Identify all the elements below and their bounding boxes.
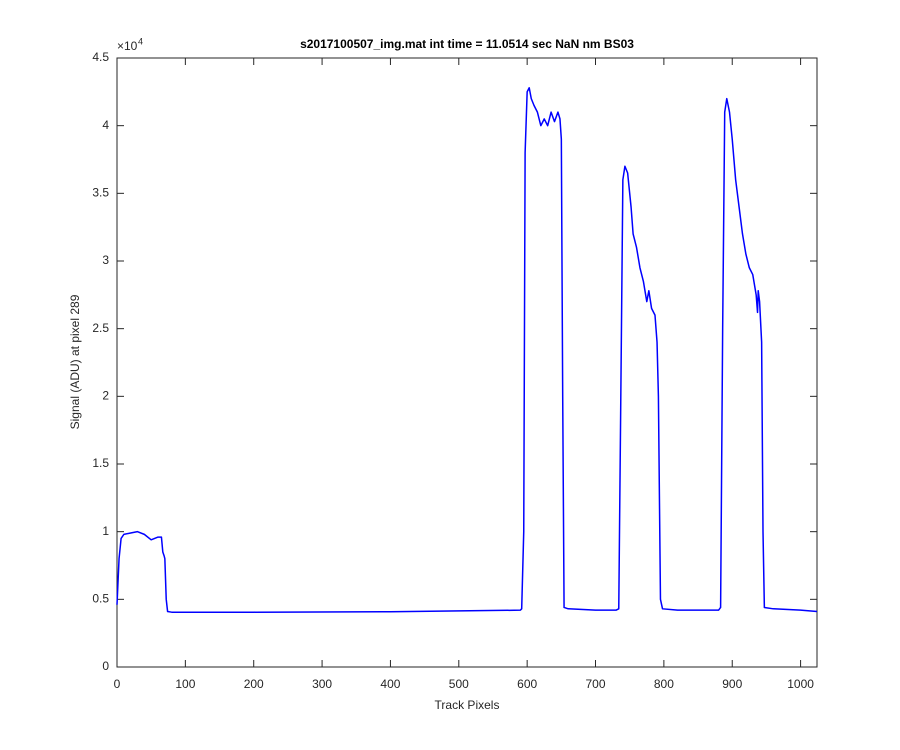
x-tick-label: 500 (449, 677, 469, 691)
y-tick-label: 3.5 (92, 186, 109, 200)
y-multiplier-base: ×10 (117, 39, 138, 53)
y-tick-label: 3 (102, 253, 109, 267)
y-axis-label: Signal (ADU) at pixel 289 (68, 294, 82, 429)
x-tick-label: 600 (517, 677, 537, 691)
chart-title: s2017100507_img.mat int time = 11.0514 s… (300, 37, 634, 51)
x-axis-label: Track Pixels (435, 698, 500, 712)
y-tick-label: 4.5 (92, 50, 109, 64)
y-tick-label: 2 (102, 389, 109, 403)
y-tick-label: 4 (102, 118, 109, 132)
x-tick-label: 0 (114, 677, 121, 691)
x-tick-label: 1000 (787, 677, 814, 691)
x-tick-label: 300 (312, 677, 332, 691)
x-tick-label: 200 (244, 677, 264, 691)
x-tick-label: 700 (586, 677, 606, 691)
x-tick-label: 800 (654, 677, 674, 691)
data-line (116, 87, 818, 613)
y-multiplier-exponent: 4 (138, 36, 143, 46)
y-tick-label: 2.5 (92, 321, 109, 335)
x-tick-label: 900 (722, 677, 742, 691)
y-tick-label: 0 (102, 659, 109, 673)
x-tick-label: 100 (175, 677, 195, 691)
y-tick-label: 0.5 (92, 592, 109, 606)
y-tick-label: 1 (102, 524, 109, 538)
plot-frame (116, 57, 818, 668)
x-tick-label: 400 (380, 677, 400, 691)
y-tick-label: 1.5 (92, 456, 109, 470)
